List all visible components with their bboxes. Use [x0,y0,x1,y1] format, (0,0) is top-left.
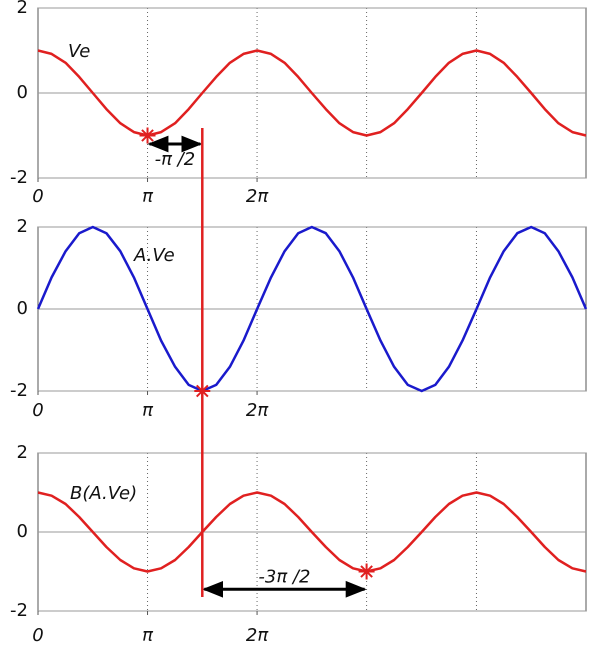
series-label: Ve [68,41,90,62]
x-tick-label: 0 [32,186,43,207]
y-tick-label: -2 [10,380,28,401]
x-tick-label: 2π [246,625,269,646]
series-line [36,225,588,393]
x-tick-label: 2π [246,400,269,421]
x-tick-label: π [142,625,154,646]
y-tick-label: 0 [17,82,28,103]
arrow-label: -3π /2 [258,566,310,587]
series-line [37,491,587,573]
star-marker [139,127,156,144]
y-tick-label: -2 [10,167,28,188]
x-tick-label: 2π [246,186,269,207]
y-tick-label: 0 [17,521,28,542]
series-line [37,49,587,137]
x-tick-label: π [142,400,154,421]
y-tick-label: 2 [17,216,28,237]
y-tick-label: 2 [17,442,28,463]
y-tick-label: 0 [17,298,28,319]
y-tick-label: 2 [17,0,28,18]
arrow-label: -π /2 [155,149,196,170]
series-label: B(A.Ve) [70,483,137,504]
x-tick-label: 0 [32,400,43,421]
x-tick-label: π [142,186,154,207]
y-tick-label: -2 [10,600,28,621]
x-tick-label: 0 [32,625,43,646]
star-marker [358,563,375,580]
series-label: A.Ve [133,245,175,266]
